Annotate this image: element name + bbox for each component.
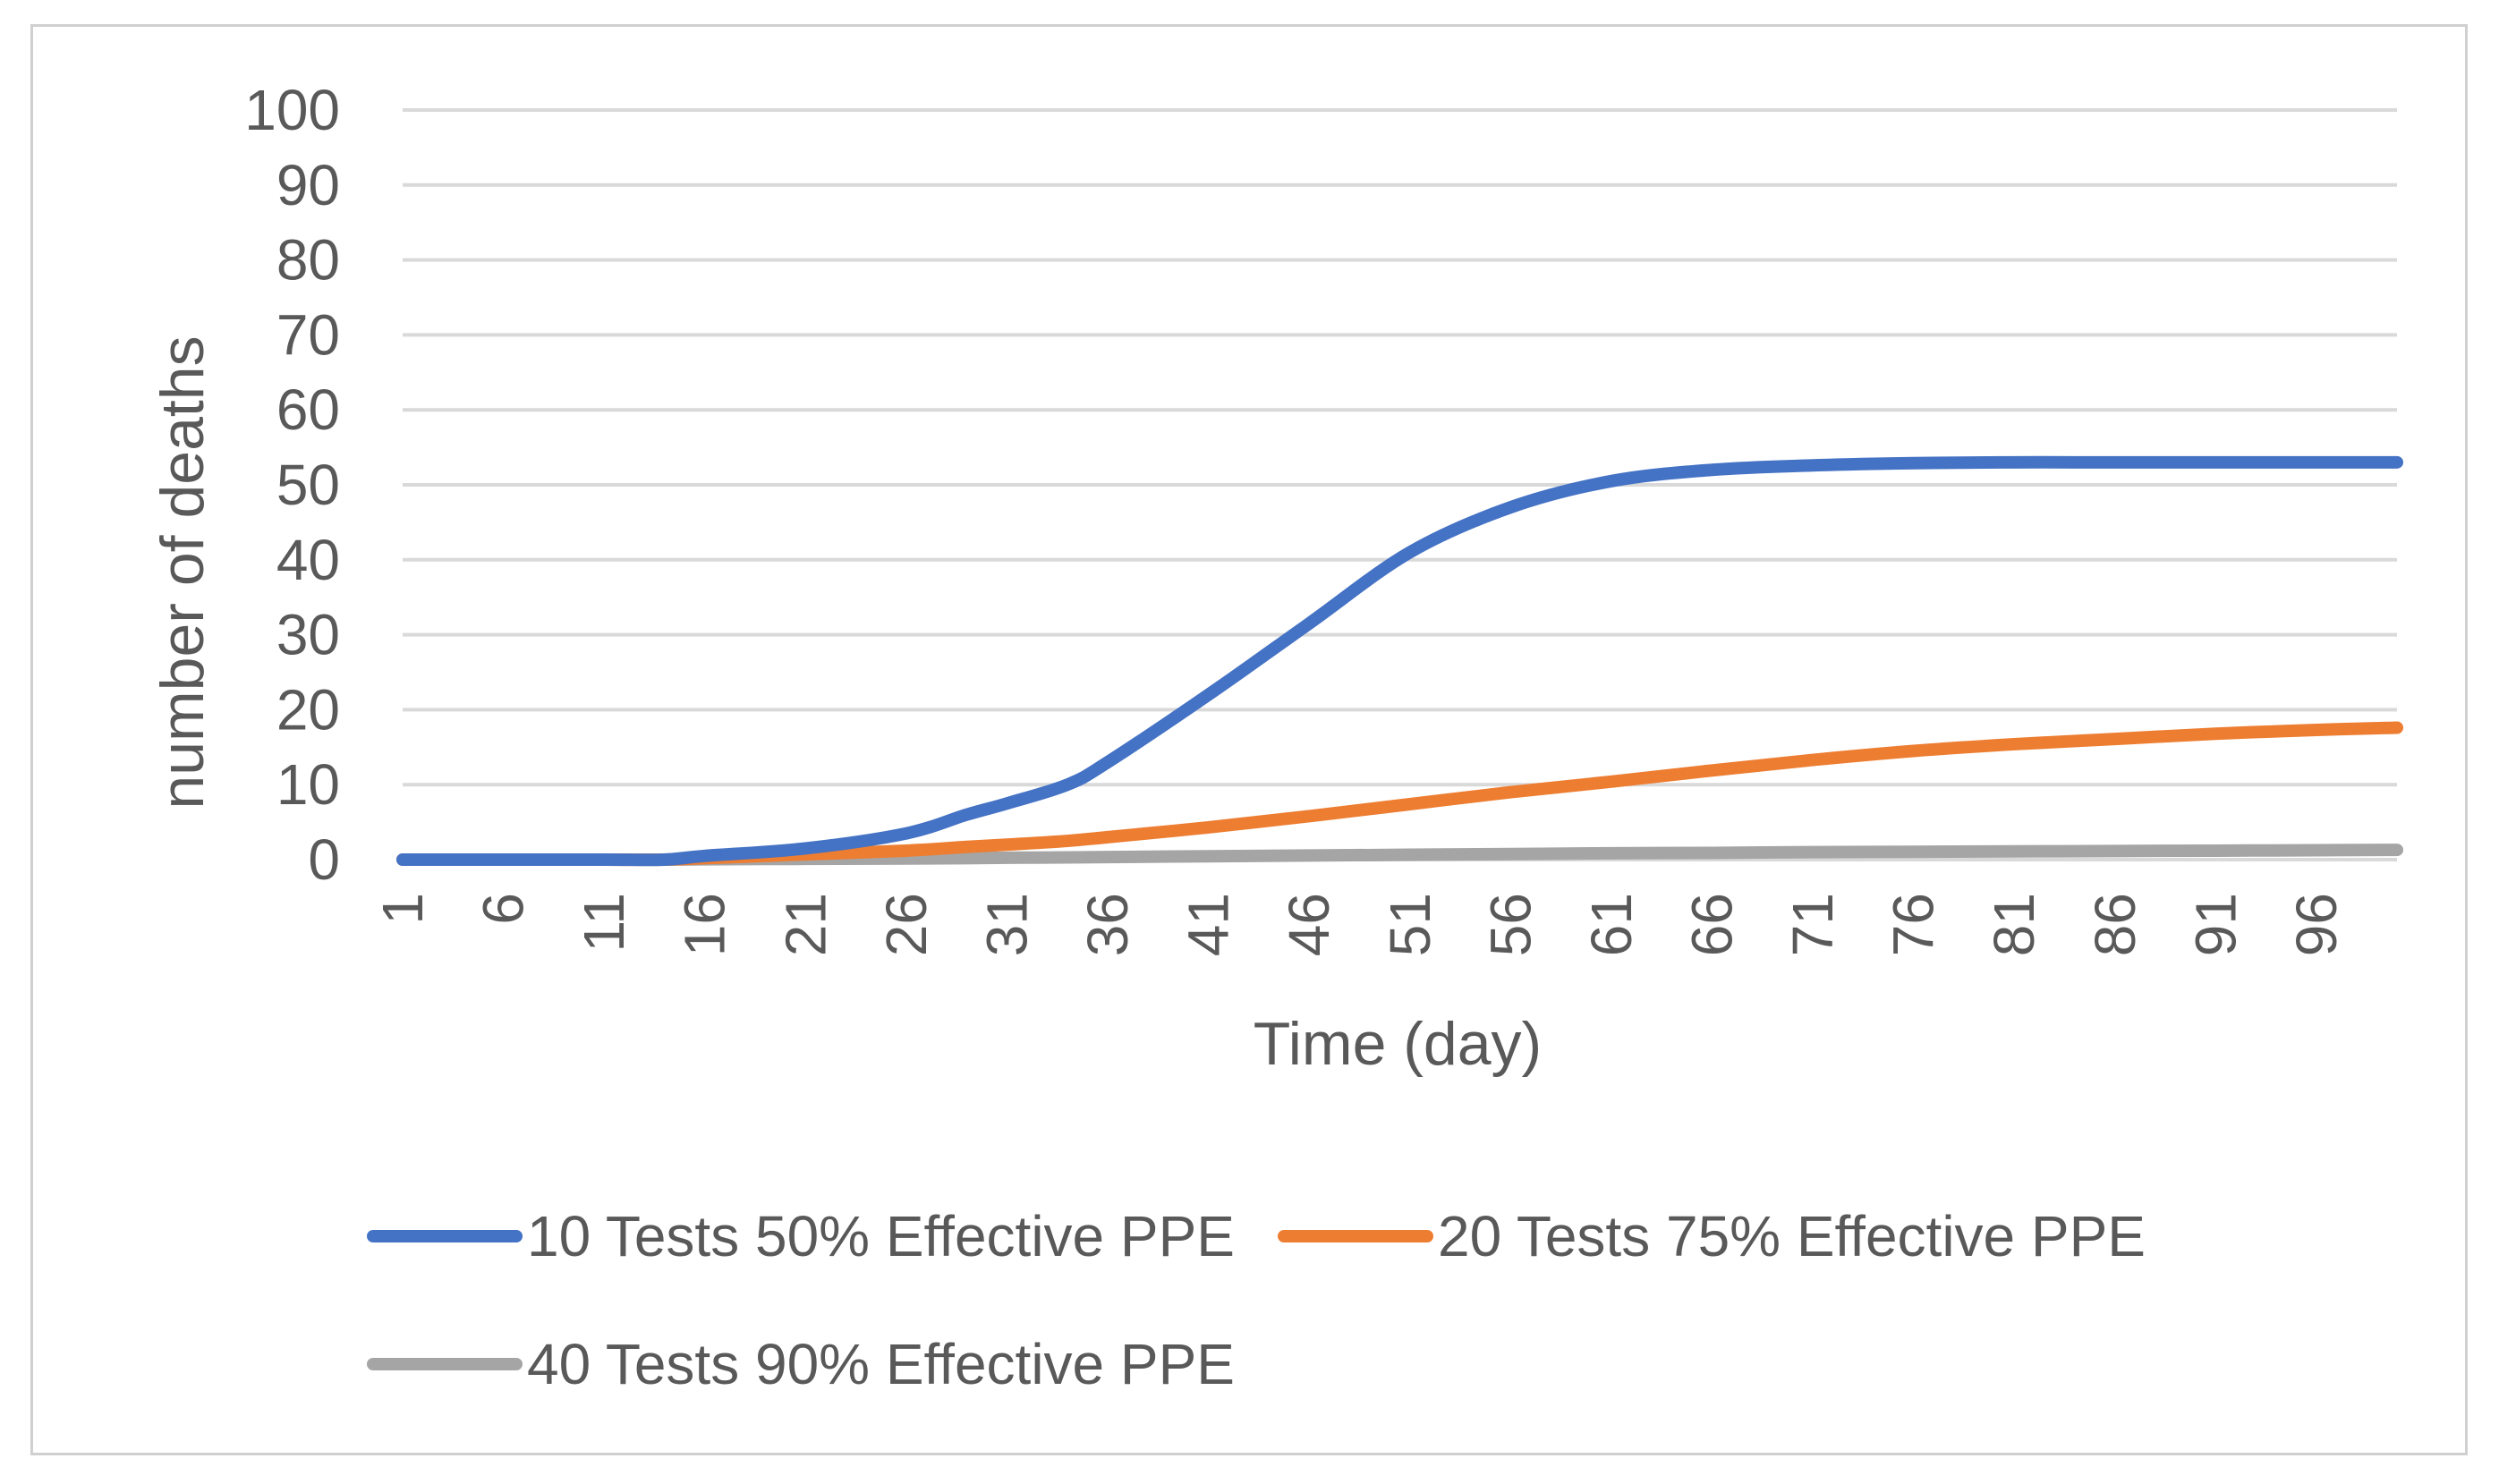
y-tick-label: 10	[276, 752, 340, 817]
x-tick-label: 41	[1177, 893, 1241, 956]
x-tick-label: 21	[773, 893, 837, 956]
x-tick-label: 56	[1478, 893, 1543, 956]
y-tick-label: 100	[244, 78, 340, 142]
x-tick-label: 31	[974, 893, 1039, 956]
x-tick-label: 16	[673, 893, 737, 956]
x-tick-label: 91	[2183, 893, 2248, 956]
y-tick-label: 50	[276, 453, 340, 517]
x-tick-label: 86	[2083, 893, 2147, 956]
y-tick-label: 90	[276, 153, 340, 217]
x-axis-ticks: 1 6 11 16 21 26 31 36 41 46 51 56 61 66 71 76 81 86 91 96	[370, 893, 2349, 956]
x-tick-label: 71	[1781, 893, 1845, 956]
y-tick-label: 40	[276, 528, 340, 592]
chart-frame: 0 10 20 30 40 50 60 70 80 90 100 1 6 11 16 21 26 31 36 41 4…	[30, 24, 2468, 1455]
x-tick-label: 1	[370, 893, 435, 925]
x-axis-title: Time (day)	[1254, 1010, 1542, 1078]
legend-label-3: 40 Tests 90% Effective PPE	[527, 1332, 1235, 1396]
x-tick-label: 76	[1882, 893, 1946, 956]
y-tick-label: 20	[276, 677, 340, 742]
y-axis-title: number of deaths	[149, 335, 217, 809]
x-tick-label: 61	[1579, 893, 1644, 956]
series-lines	[396, 455, 2403, 867]
legend: 10 Tests 50% Effective PPE 20 Tests 75% E…	[367, 1204, 2146, 1396]
x-tick-label: 46	[1277, 893, 1341, 956]
y-tick-label: 70	[276, 302, 340, 367]
y-tick-label: 80	[276, 228, 340, 293]
x-tick-label: 36	[1075, 893, 1140, 956]
x-tick-label: 66	[1679, 893, 1744, 956]
x-tick-label: 81	[1982, 893, 2046, 956]
y-axis-ticks: 0 10 20 30 40 50 60 70 80 90 100	[244, 78, 340, 892]
y-tick-label: 30	[276, 603, 340, 667]
y-tick-label: 0	[308, 827, 340, 892]
x-tick-label: 26	[874, 893, 939, 956]
legend-label-1: 10 Tests 50% Effective PPE	[527, 1204, 1235, 1268]
y-tick-label: 60	[276, 377, 340, 442]
series-line-1	[396, 455, 2403, 867]
series-line-2	[396, 721, 2403, 867]
gridlines	[403, 108, 2397, 861]
x-tick-label: 96	[2284, 893, 2349, 956]
legend-label-2: 20 Tests 75% Effective PPE	[1438, 1204, 2146, 1268]
x-tick-label: 51	[1378, 893, 1442, 956]
x-tick-label: 11	[572, 893, 636, 952]
x-tick-label: 6	[472, 893, 536, 925]
